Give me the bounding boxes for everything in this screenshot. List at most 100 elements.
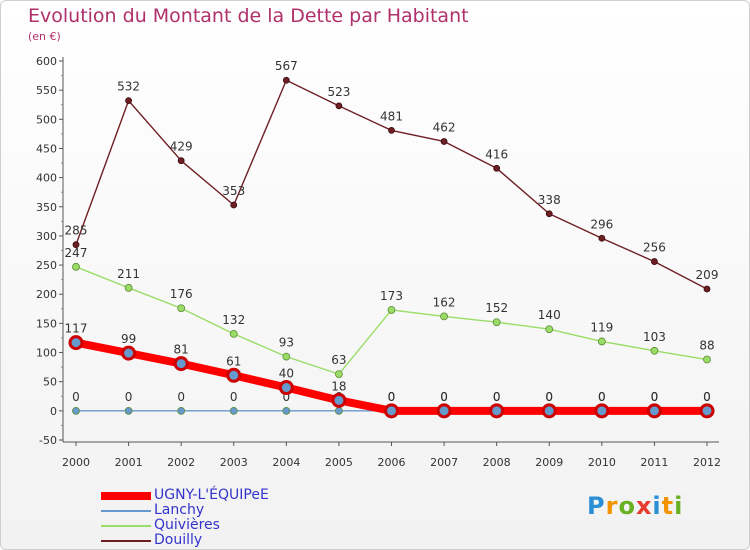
data-point	[229, 329, 238, 338]
x-tick-label: 2008	[483, 456, 511, 469]
data-label: 0	[230, 390, 238, 404]
data-point	[121, 345, 137, 361]
data-label: 18	[331, 379, 346, 393]
data-point	[124, 283, 133, 292]
data-label: 256	[643, 241, 666, 255]
x-tick-label: 2003	[220, 456, 248, 469]
data-label: 0	[598, 390, 606, 404]
y-tick-label: 300	[36, 230, 57, 243]
data-label: 0	[493, 390, 501, 404]
x-tick-label: 2009	[535, 456, 563, 469]
data-point	[282, 406, 291, 415]
data-label: 0	[283, 390, 291, 404]
data-label: 99	[121, 332, 136, 346]
data-point	[597, 337, 606, 346]
data-label: 40	[279, 367, 294, 381]
logo-letter: i	[652, 492, 662, 520]
data-label: 119	[590, 320, 613, 334]
data-label: 0	[703, 390, 711, 404]
chart-unit: (en €)	[28, 30, 61, 43]
data-label: 532	[117, 80, 140, 94]
data-point	[436, 403, 452, 419]
data-point	[703, 355, 711, 364]
proxiti-logo: Proxiti	[587, 492, 683, 520]
data-point	[545, 210, 553, 218]
logo-letter: x	[635, 492, 653, 520]
data-point	[173, 356, 189, 372]
data-point	[124, 406, 133, 415]
legend-swatch-quivieres	[101, 525, 151, 527]
data-point	[278, 380, 294, 396]
data-label: 61	[226, 354, 241, 368]
data-label: 209	[696, 268, 719, 282]
data-label: 63	[331, 353, 346, 367]
data-label: 132	[222, 313, 245, 327]
data-label: 247	[65, 246, 88, 260]
data-point	[229, 406, 238, 415]
data-label: 481	[380, 109, 403, 123]
legend-swatch-lanchy	[101, 510, 151, 512]
data-point	[282, 352, 291, 361]
chart-title: Evolution du Montant de la Dette par Hab…	[28, 5, 469, 27]
data-point	[282, 76, 290, 84]
data-point	[493, 164, 501, 172]
data-label: 88	[699, 339, 714, 353]
data-point	[384, 403, 399, 419]
x-tick-label: 2004	[272, 456, 300, 469]
data-label: 0	[545, 390, 553, 404]
y-tick-label: 350	[36, 201, 57, 214]
data-label: 0	[388, 390, 396, 404]
data-point	[335, 102, 343, 110]
data-point	[331, 392, 347, 408]
x-tick-label: 2007	[430, 456, 458, 469]
data-label: 152	[485, 301, 508, 315]
x-tick-label: 2001	[115, 456, 143, 469]
data-point	[387, 306, 396, 314]
data-label: 0	[651, 390, 659, 404]
data-label: 0	[72, 390, 80, 404]
data-label: 0	[440, 390, 448, 404]
data-point	[594, 403, 610, 419]
data-label: 176	[170, 287, 193, 301]
data-label: 0	[177, 390, 185, 404]
logo-letter: o	[618, 492, 636, 520]
legend-swatch-ugny	[101, 492, 151, 500]
y-tick-label: 500	[36, 113, 57, 126]
y-tick-label: -50	[39, 434, 57, 447]
data-label: 416	[485, 147, 508, 161]
data-label: 567	[275, 59, 298, 73]
y-tick-label: 0	[50, 405, 57, 418]
y-tick-label: 250	[36, 259, 57, 272]
data-label: 103	[643, 330, 666, 344]
legend-swatch-douilly	[101, 540, 151, 542]
data-label: 338	[538, 193, 561, 207]
data-point	[388, 126, 395, 134]
data-label: 0	[440, 390, 448, 404]
x-tick-label: 2012	[693, 456, 721, 469]
data-point	[440, 138, 448, 145]
x-tick-label: 2010	[588, 456, 616, 469]
data-label: 0	[125, 390, 133, 404]
y-tick-label: 450	[36, 142, 57, 155]
data-point	[68, 335, 84, 351]
data-point	[72, 241, 80, 249]
data-point	[226, 367, 242, 383]
data-label: 0	[545, 390, 553, 404]
logo-letter: t	[661, 492, 675, 520]
y-tick-label: 600	[36, 55, 57, 68]
data-label: 0	[651, 390, 659, 404]
data-label: 353	[222, 184, 245, 198]
x-tick-label: 2000	[62, 456, 90, 469]
data-label: 0	[598, 390, 606, 404]
data-label: 0	[493, 390, 501, 404]
data-point	[492, 318, 501, 327]
data-point	[72, 262, 80, 271]
x-tick-label: 2006	[378, 456, 406, 469]
legend-label-quivieres: Quivières	[154, 517, 220, 533]
y-tick-label: 150	[36, 317, 57, 330]
data-point	[650, 346, 659, 355]
data-label: 117	[65, 322, 88, 336]
y-tick-label: 400	[36, 172, 57, 185]
legend-label-ugny: UGNY-L'ÉQUIPeE	[154, 487, 269, 503]
y-tick-label: 100	[36, 347, 57, 360]
